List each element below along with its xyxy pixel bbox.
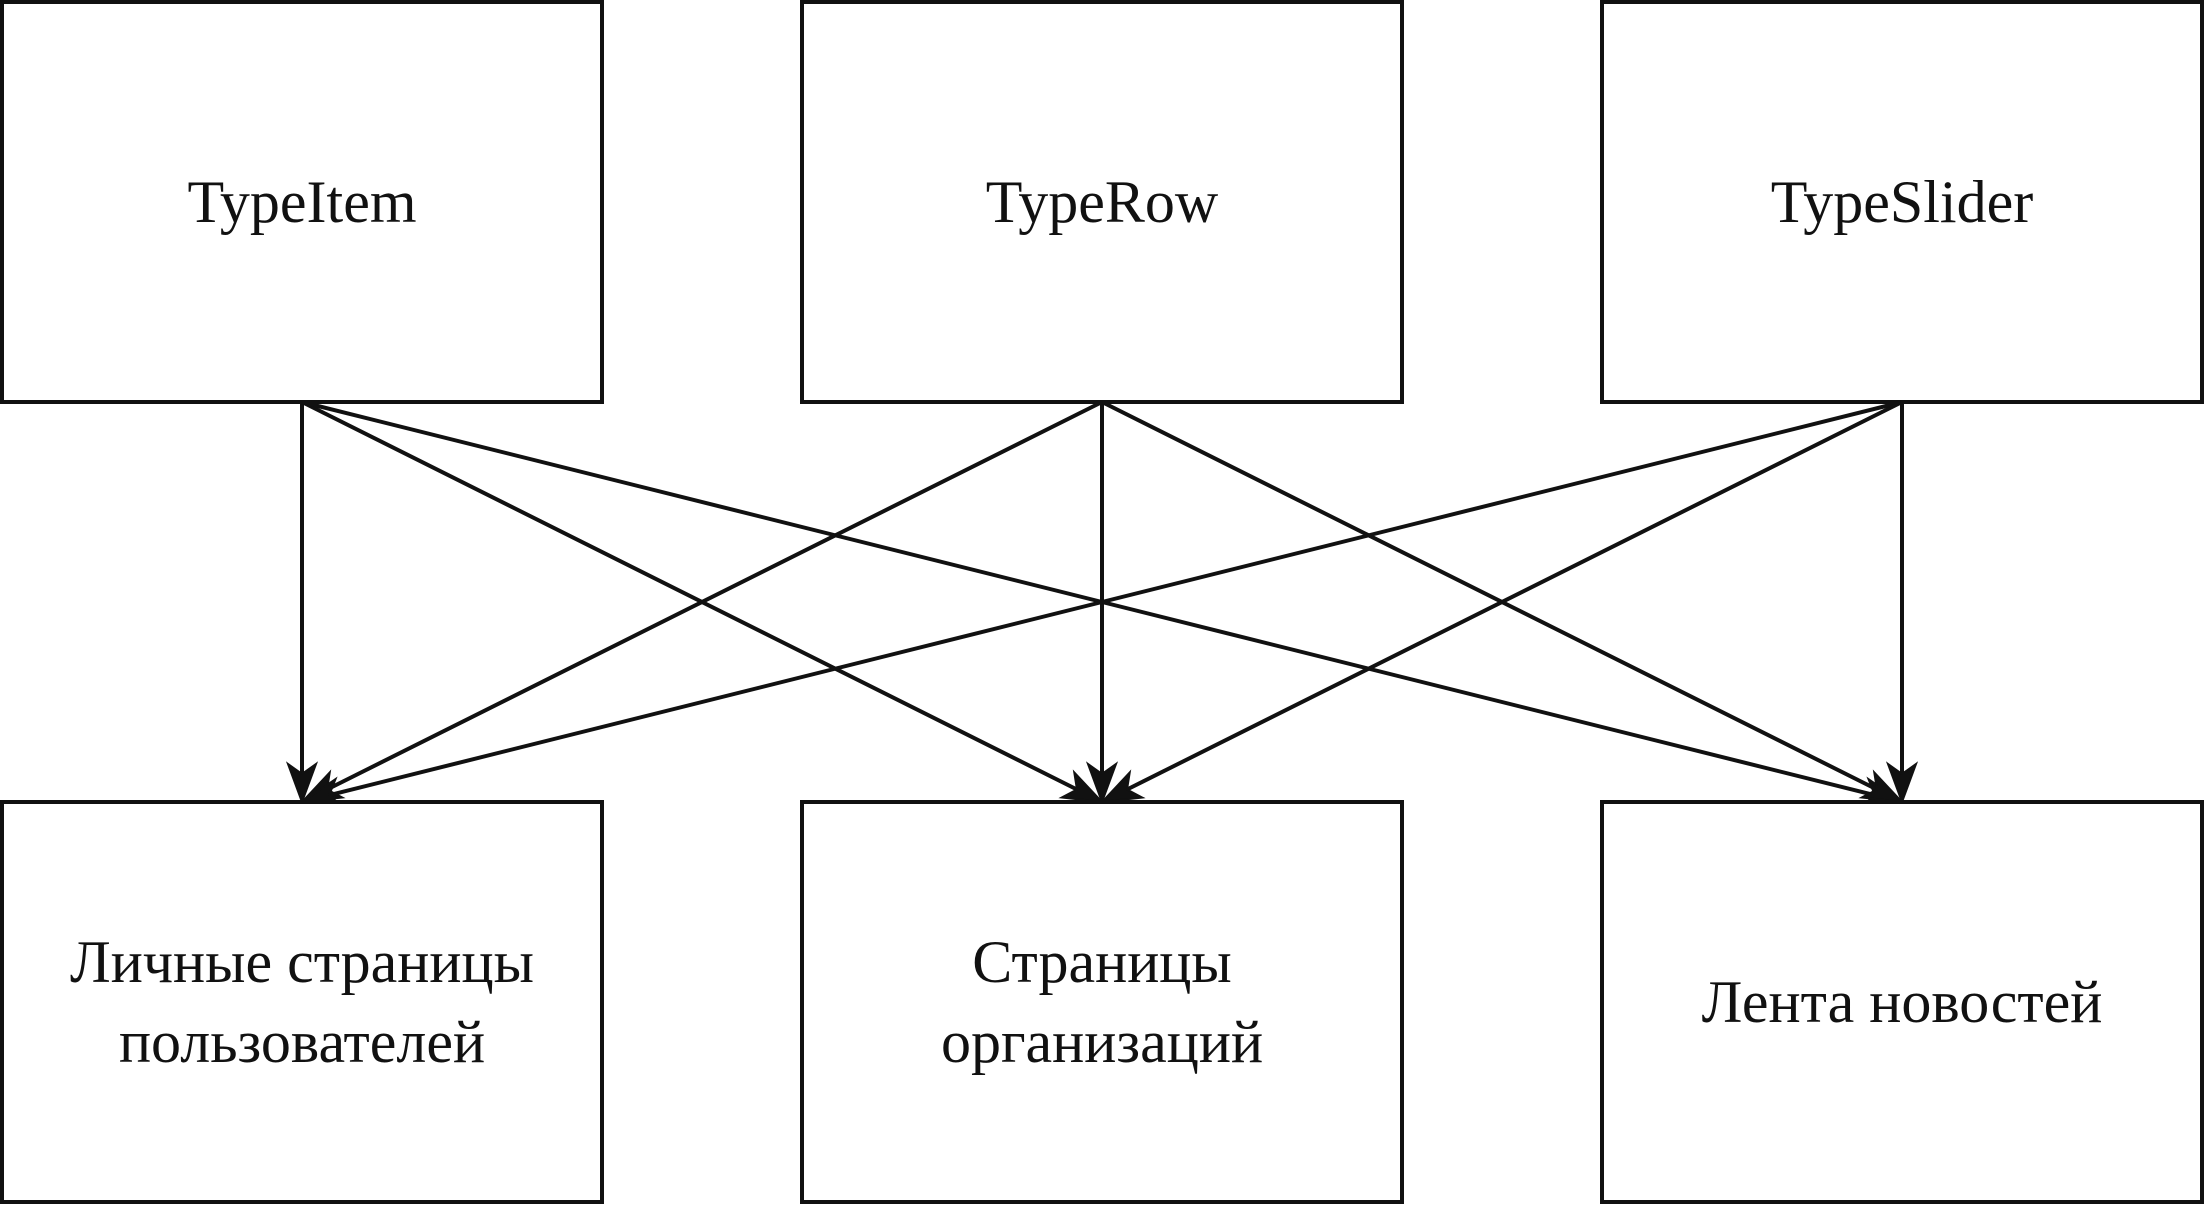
connector-line	[301, 400, 1078, 792]
node-box	[0, 800, 604, 1204]
node-type-slider: TypeSlider	[1600, 0, 2204, 404]
edge-type-item-to-org-pages	[301, 400, 1105, 804]
node-box	[800, 800, 1404, 1204]
connector-line	[1101, 400, 1878, 792]
node-type-row: TypeRow	[800, 0, 1404, 404]
edges-layer	[285, 400, 1919, 808]
node-box	[0, 0, 604, 404]
arrowhead-icon	[1858, 769, 1905, 804]
edge-type-item-to-user-pages	[285, 402, 319, 805]
node-org-pages: Страницы организаций	[800, 800, 1404, 1204]
edge-type-row-to-news-feed	[1101, 400, 1905, 804]
arrowhead-icon	[1885, 761, 1919, 805]
connector-line	[328, 400, 1903, 798]
edge-type-row-to-org-pages	[1085, 402, 1119, 805]
node-label: TypeRow	[986, 169, 1219, 235]
node-label: Личные страницы	[70, 929, 534, 995]
arrowhead-icon	[1085, 761, 1119, 805]
node-news-feed: Лента новостей	[1600, 800, 2204, 1204]
arrowhead-icon	[1058, 769, 1105, 804]
node-label: TypeSlider	[1771, 169, 2033, 235]
node-box	[1600, 0, 2204, 404]
edge-type-slider-to-news-feed	[1885, 402, 1919, 805]
connector-line	[301, 400, 1876, 798]
node-label: Лента новостей	[1702, 969, 2103, 1035]
node-label: Страницы	[972, 929, 1231, 995]
node-box	[1600, 800, 2204, 1204]
node-box	[800, 0, 1404, 404]
arrowhead-icon	[1099, 769, 1146, 804]
node-label: пользователей	[119, 1009, 485, 1075]
node-type-item: TypeItem	[0, 0, 604, 404]
connector-line	[1126, 400, 1903, 792]
node-label: TypeItem	[187, 169, 416, 235]
arrowhead-icon	[285, 761, 319, 805]
node-label: организаций	[941, 1009, 1263, 1075]
connector-line	[326, 400, 1103, 792]
node-user-pages: Личные страницы пользователей	[0, 800, 604, 1204]
edge-type-slider-to-org-pages	[1099, 400, 1903, 804]
